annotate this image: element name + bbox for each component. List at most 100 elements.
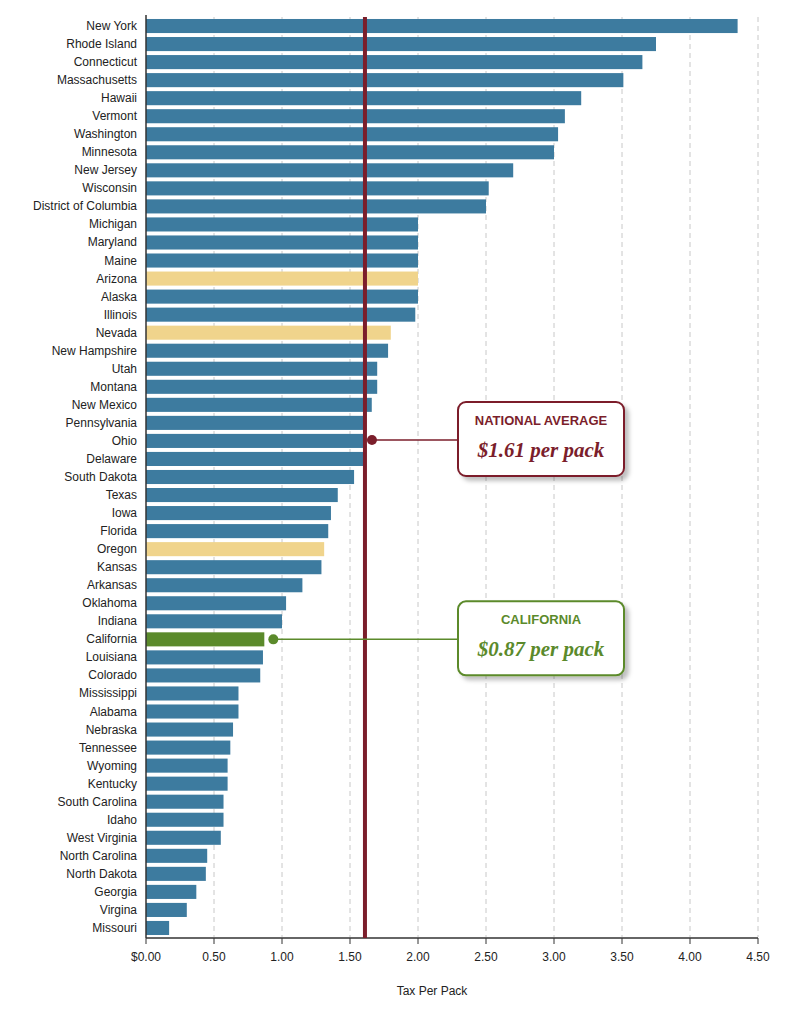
bars [146, 19, 738, 935]
category-label: Maine [104, 254, 137, 268]
callout-value: $0.87 per pack [477, 637, 605, 661]
bar [146, 686, 238, 700]
bar [146, 380, 377, 394]
bar [146, 506, 331, 520]
grid-line [690, 17, 691, 937]
bar [146, 253, 418, 267]
bar [146, 19, 738, 33]
bar [146, 704, 238, 718]
bar [146, 867, 206, 881]
callout-dot [268, 634, 278, 644]
category-label: Hawaii [101, 91, 137, 105]
category-label: Nevada [96, 326, 138, 340]
bar [146, 344, 388, 358]
x-tick [758, 938, 759, 944]
bar [146, 434, 364, 448]
bar [146, 614, 282, 628]
x-axis-label: Tax Per Pack [397, 984, 469, 998]
chart-container: New York Rhode Island Connecticut Massachus… [0, 0, 800, 1016]
category-label: Montana [90, 380, 137, 394]
category-label: Massachusetts [57, 73, 137, 87]
callout-dot [367, 435, 377, 445]
category-label: Texas [106, 488, 137, 502]
bar [146, 308, 415, 322]
callout-value: $1.61 per pack [477, 438, 605, 462]
x-tick [282, 938, 283, 944]
callout-connector [372, 439, 458, 441]
grid-line [758, 17, 759, 937]
category-label: Oregon [97, 542, 137, 556]
category-label: California [86, 632, 137, 646]
x-tick-label: 2.00 [406, 950, 430, 964]
callout-title: CALIFORNIA [501, 612, 582, 627]
bar [146, 109, 565, 123]
bar [146, 452, 364, 466]
category-label: New Jersey [74, 163, 137, 177]
bar [146, 398, 372, 412]
callout-box [458, 601, 624, 675]
category-label: Maryland [88, 235, 137, 249]
bar [146, 127, 558, 141]
bar [146, 831, 221, 845]
category-label: Indiana [98, 614, 138, 628]
bar [146, 650, 263, 664]
bar [146, 759, 228, 773]
x-tick [622, 938, 623, 944]
category-label: South Carolina [58, 795, 138, 809]
category-label: Idaho [107, 813, 137, 827]
x-axis-line [146, 937, 758, 939]
bar [146, 163, 513, 177]
category-label: District of Columbia [33, 199, 137, 213]
category-label: Alaska [101, 290, 137, 304]
category-label: Illinois [104, 308, 137, 322]
category-label: Delaware [86, 452, 137, 466]
x-tick [690, 938, 691, 944]
category-label: Arizona [96, 272, 137, 286]
x-tick [350, 938, 351, 944]
category-label: Washington [74, 127, 137, 141]
bar [146, 578, 302, 592]
category-label: New Mexico [72, 398, 138, 412]
y-axis-line [145, 15, 147, 938]
x-tick [418, 938, 419, 944]
category-label: Colorado [88, 668, 137, 682]
bar [146, 560, 321, 574]
bar [146, 849, 207, 863]
category-label: Arkansas [87, 578, 137, 592]
category-label: Rhode Island [66, 37, 137, 51]
axes: $0.000.501.001.502.002.503.003.504.004.5… [131, 15, 770, 998]
category-label: Connecticut [74, 55, 138, 69]
x-tick [486, 938, 487, 944]
bar [146, 290, 418, 304]
x-tick-label: 1.00 [270, 950, 294, 964]
reference-line [363, 17, 367, 938]
x-tick-label: 3.50 [610, 950, 634, 964]
callout-title: NATIONAL AVERAGE [475, 413, 608, 428]
callout-box [458, 402, 624, 476]
category-label: North Dakota [66, 867, 137, 881]
grid-line [622, 17, 623, 937]
bar [146, 524, 328, 538]
x-tick-label: 2.50 [474, 950, 498, 964]
x-tick-label: 0.50 [202, 950, 226, 964]
bar [146, 416, 364, 430]
x-tick [146, 938, 147, 944]
category-label: New York [86, 19, 138, 33]
bar [146, 741, 230, 755]
bar [146, 217, 418, 231]
bar [146, 903, 187, 917]
bar [146, 723, 233, 737]
bar [146, 885, 196, 899]
category-label: Mississippi [79, 686, 137, 700]
bar [146, 55, 642, 69]
category-label: Iowa [112, 506, 138, 520]
bar [146, 488, 338, 502]
bar [146, 73, 623, 87]
bar [146, 596, 286, 610]
bar [146, 632, 264, 646]
x-tick-label: $0.00 [131, 950, 161, 964]
category-label: Pennsylvania [66, 416, 138, 430]
bar [146, 668, 260, 682]
bar [146, 470, 354, 484]
x-tick-label: 4.00 [678, 950, 702, 964]
